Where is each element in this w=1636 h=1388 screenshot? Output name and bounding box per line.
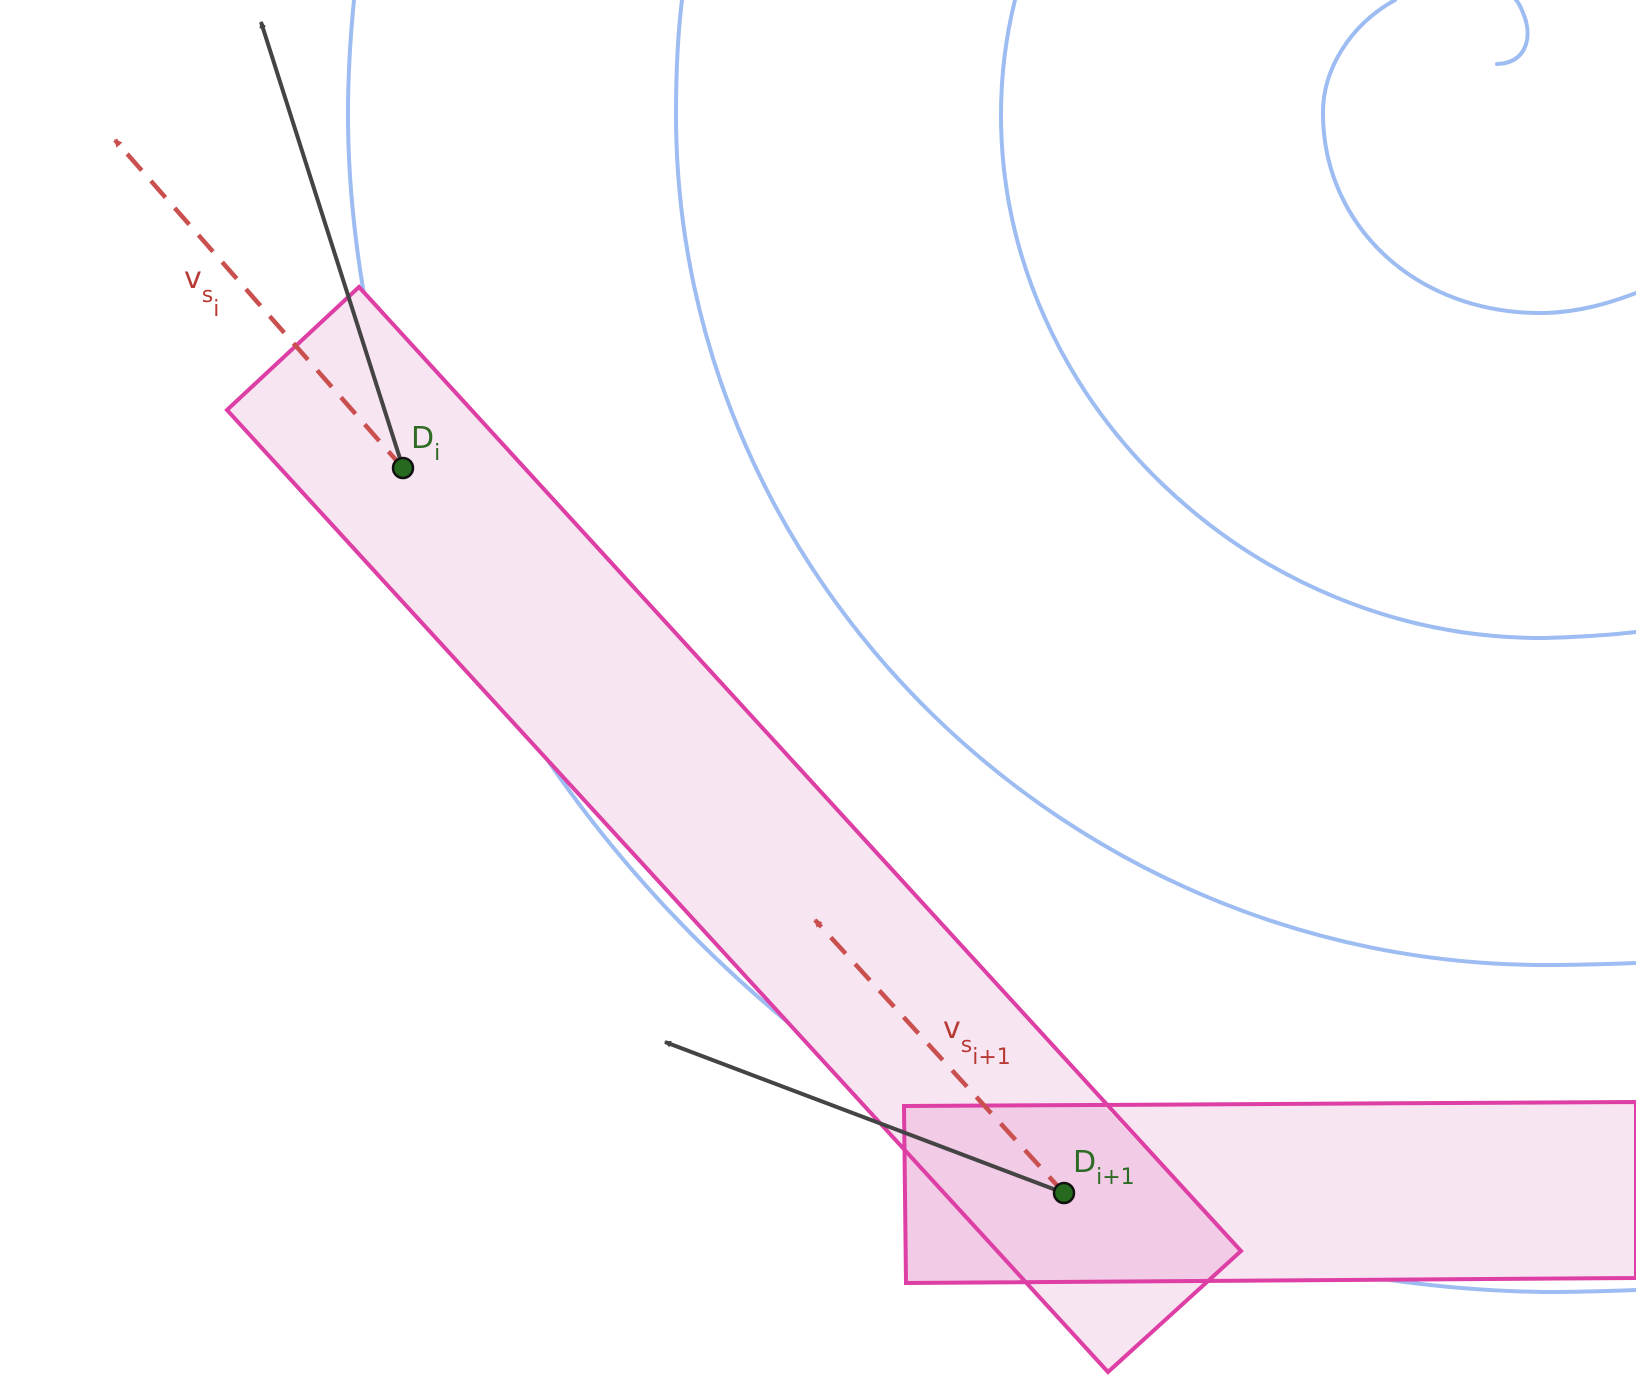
point-marker-i xyxy=(393,458,413,478)
point-marker-i1 xyxy=(1054,1183,1074,1203)
